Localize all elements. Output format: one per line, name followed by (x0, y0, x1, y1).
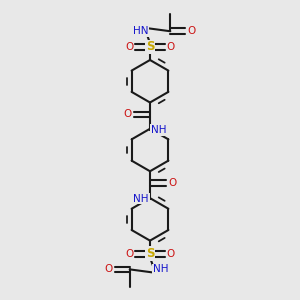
Text: O: O (125, 249, 134, 259)
Text: NH: NH (151, 125, 167, 135)
Text: O: O (167, 42, 175, 52)
Text: HN: HN (133, 26, 148, 36)
Text: S: S (146, 40, 154, 53)
Text: O: O (167, 249, 175, 259)
Text: O: O (125, 42, 134, 52)
Text: S: S (146, 247, 154, 260)
Text: NH: NH (134, 194, 149, 204)
Text: O: O (168, 178, 177, 188)
Text: O: O (123, 110, 132, 119)
Text: NH: NH (153, 264, 169, 274)
Text: O: O (104, 264, 112, 274)
Text: O: O (188, 26, 196, 36)
